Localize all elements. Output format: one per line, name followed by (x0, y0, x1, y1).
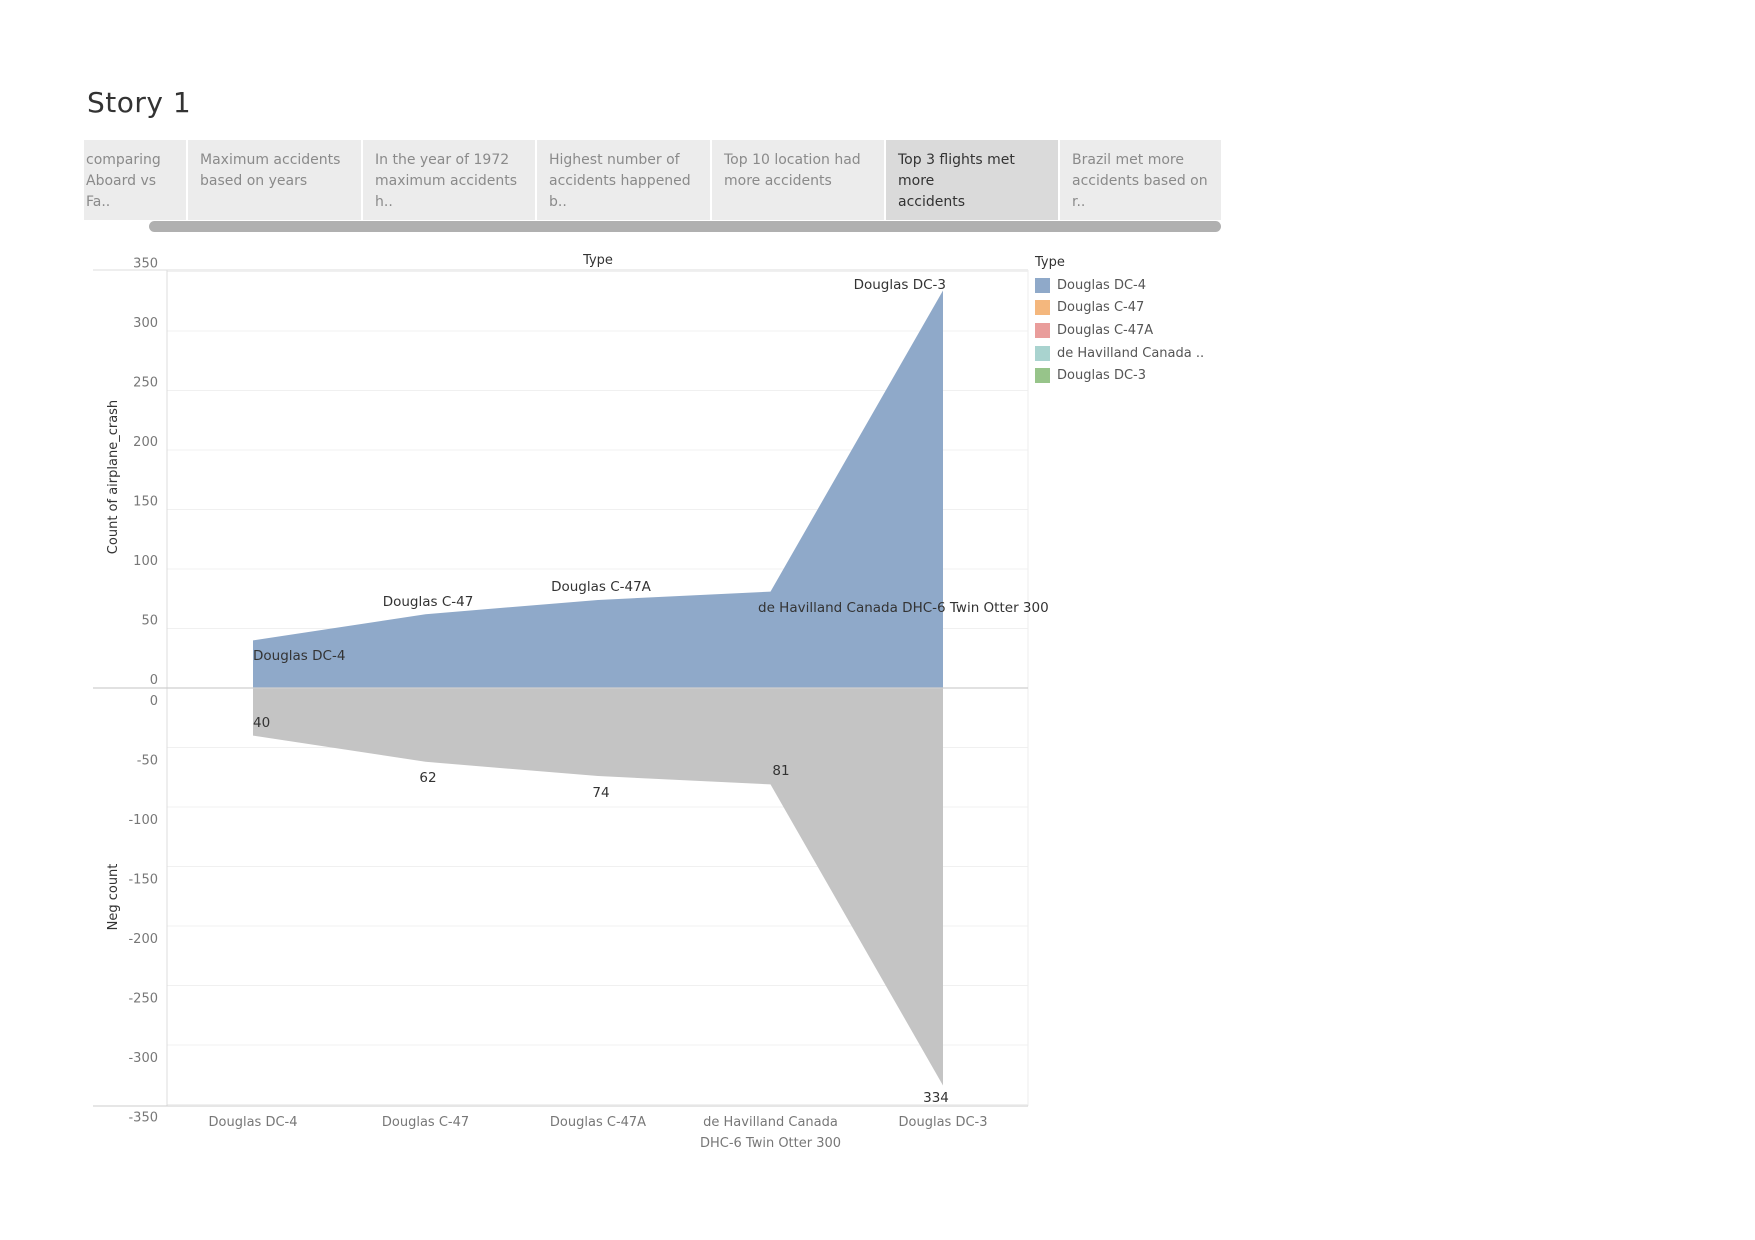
x-tick-label: de Havilland Canada DHC-6 Twin Otter 300 (700, 1115, 841, 1151)
y-tick-label: 200 (133, 435, 158, 450)
data-label: Douglas DC-4 (253, 648, 345, 664)
y-tick-label: -300 (128, 1051, 158, 1066)
y-tick-label: 300 (133, 316, 158, 331)
y-tick-label: 350 (133, 257, 158, 272)
data-label: 62 (419, 770, 436, 786)
legend-item[interactable]: Douglas C-47A (1035, 319, 1204, 342)
legend-label: Douglas C-47A (1057, 322, 1154, 338)
legend-label: Douglas C-47 (1057, 300, 1145, 316)
story-nav-scrollbar[interactable] (149, 221, 1221, 232)
legend-item[interactable]: Douglas DC-3 (1035, 364, 1204, 387)
y-tick-label: 0 (150, 694, 158, 709)
x-tick-label: Douglas C-47A (550, 1115, 646, 1130)
data-label: 81 (772, 763, 789, 779)
story-title: Story 1 (87, 86, 192, 119)
story-tab-4[interactable]: Highest number of accidents happened b.. (537, 140, 710, 220)
y-axis-title-top: Count of airplane_crash (106, 400, 121, 554)
legend-item[interactable]: Douglas C-47 (1035, 297, 1204, 320)
legend-swatch (1035, 345, 1050, 361)
story-tab-7[interactable]: Brazil met more accidents based on r.. (1060, 140, 1221, 220)
y-tick-label: 50 (141, 614, 158, 629)
data-label: 40 (253, 715, 270, 731)
story-tab-5[interactable]: Top 10 location had more accidents (712, 140, 884, 220)
data-label: 74 (592, 785, 609, 801)
chart-header: Type (582, 253, 613, 268)
y-tick-label: 100 (133, 554, 158, 569)
x-tick-label: Douglas C-47 (382, 1115, 469, 1130)
data-label: 334 (923, 1090, 949, 1106)
y-tick-label: -100 (128, 813, 158, 828)
legend-title: Type (1035, 255, 1065, 270)
story-tab-3[interactable]: In the year of 1972 maximum accidents h.… (363, 140, 535, 220)
y-tick-label: -50 (137, 754, 158, 769)
y-tick-label: 0 (150, 673, 158, 688)
y-tick-label: 150 (133, 495, 158, 510)
area-neg-count (253, 688, 943, 1086)
story-tab-1[interactable]: comparing Aboard vs Fa.. (84, 140, 186, 220)
y-tick-label: -200 (128, 932, 158, 947)
y-axis-title-bottom: Neg count (106, 864, 121, 931)
y-tick-label: -150 (128, 873, 158, 888)
data-label: de Havilland Canada DHC-6 Twin Otter 300 (758, 600, 1049, 616)
legend-label: Douglas DC-4 (1057, 277, 1146, 293)
x-tick-label: Douglas DC-4 (209, 1115, 298, 1130)
legend-item[interactable]: Douglas DC-4 (1035, 274, 1204, 297)
legend-item[interactable]: de Havilland Canada .. (1035, 342, 1204, 365)
x-tick-label: Douglas DC-3 (899, 1115, 988, 1130)
legend-swatch (1035, 368, 1050, 384)
legend: Type Douglas DC-4 Douglas C-47 Douglas C-4… (1035, 255, 1204, 387)
legend-label: de Havilland Canada .. (1057, 345, 1205, 361)
y-tick-label: -250 (128, 992, 158, 1007)
data-label: Douglas DC-3 (854, 277, 946, 293)
story-tab-2[interactable]: Maximum accidents based on years (188, 140, 361, 220)
data-label: Douglas C-47A (551, 579, 652, 595)
legend-swatch (1035, 300, 1050, 316)
legend-swatch (1035, 322, 1050, 338)
y-tick-label: 250 (133, 376, 158, 391)
legend-swatch (1035, 277, 1050, 293)
y-tick-label: -350 (128, 1111, 158, 1126)
story-tab-6[interactable]: Top 3 flights met more accidents (886, 140, 1058, 220)
legend-label: Douglas DC-3 (1057, 368, 1146, 384)
story-navigator: comparing Aboard vs Fa.. Maximum accident… (84, 140, 1221, 220)
data-label: Douglas C-47 (383, 594, 474, 610)
area-count (253, 290, 943, 688)
